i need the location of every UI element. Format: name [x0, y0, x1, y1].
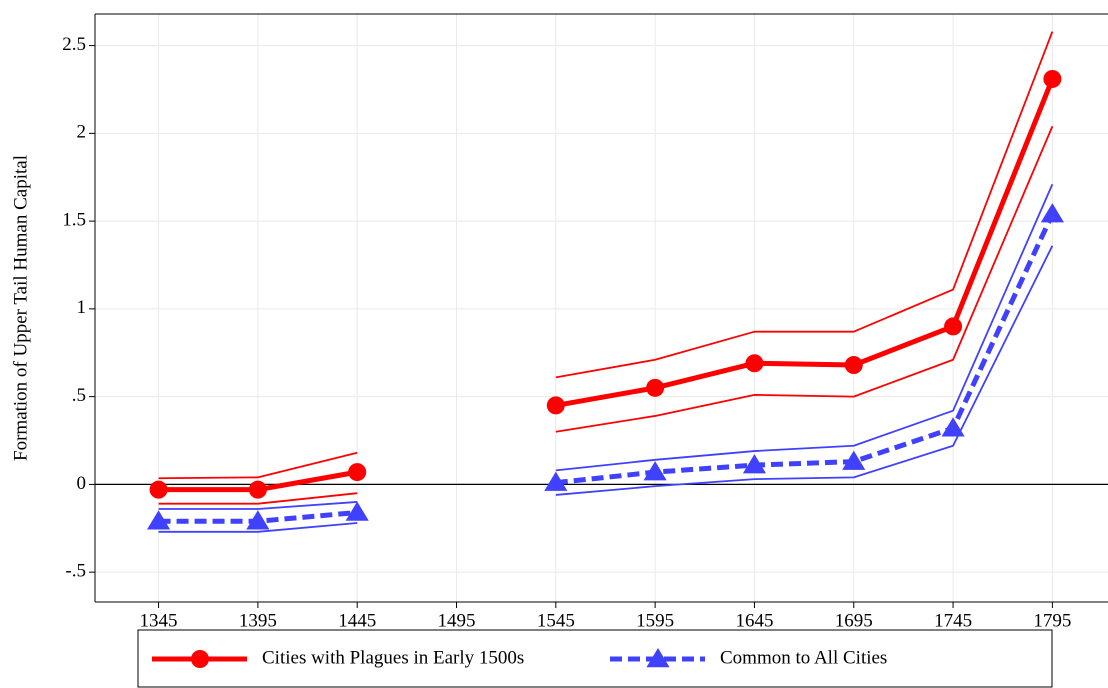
point [745, 354, 764, 373]
legend-marker [191, 650, 209, 668]
point [1043, 69, 1062, 88]
point [348, 463, 367, 482]
point [643, 461, 667, 481]
point [1040, 203, 1064, 223]
point [246, 510, 270, 530]
ci-lower-line [158, 245, 1054, 533]
legend-marker [646, 648, 670, 668]
y-tick-label: -.5 [65, 561, 86, 582]
point [544, 471, 568, 491]
y-tick-label: 1 [77, 297, 87, 318]
x-tick-label: 1745 [934, 610, 972, 631]
point [248, 480, 267, 499]
point [944, 317, 963, 336]
point [345, 501, 369, 521]
x-tick-label: 1445 [338, 610, 376, 631]
x-tick-label: 1495 [438, 610, 476, 631]
point [147, 510, 171, 530]
point [149, 480, 168, 499]
y-tick-label: 2.5 [62, 34, 86, 55]
legend-label: Cities with Plagues in Early 1500s [262, 647, 524, 668]
y-tick-label: 1.5 [62, 209, 86, 230]
point [844, 356, 863, 375]
y-axis-label: Formation of Upper Tail Human Capital [10, 155, 31, 461]
legend-label: Common to All Cities [720, 647, 887, 668]
x-tick-label: 1545 [537, 610, 575, 631]
point [546, 396, 565, 415]
point [941, 417, 965, 437]
x-tick-label: 1795 [1033, 610, 1071, 631]
ci-upper-line [158, 31, 1054, 480]
x-tick-label: 1345 [140, 610, 178, 631]
x-tick-label: 1695 [835, 610, 873, 631]
x-tick-label: 1645 [735, 610, 773, 631]
x-tick-label: 1395 [239, 610, 277, 631]
x-tick-label: 1595 [636, 610, 674, 631]
point [742, 454, 766, 474]
y-tick-label: 2 [77, 122, 87, 143]
series-line [158, 78, 1055, 493]
ci-lower-line [158, 125, 1054, 505]
y-tick-label: .5 [72, 385, 86, 406]
point [842, 450, 866, 470]
point [646, 378, 665, 397]
ci-upper-line [158, 183, 1054, 510]
legend-box [137, 629, 1053, 688]
y-tick-label: 0 [77, 473, 87, 494]
